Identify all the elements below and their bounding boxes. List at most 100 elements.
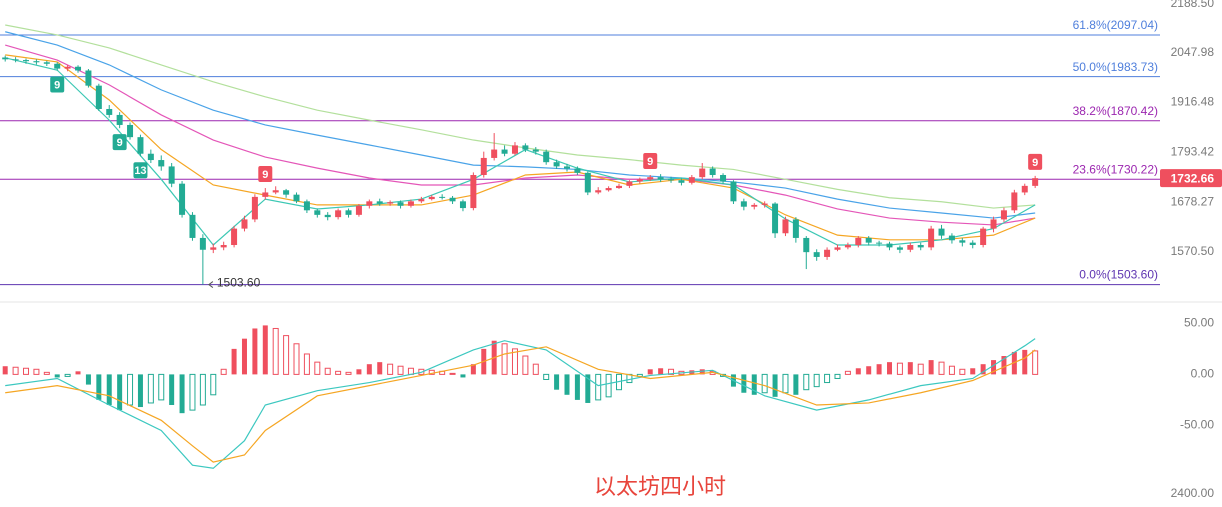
- candle-body: [730, 181, 737, 202]
- macd-histogram-bar: [272, 327, 279, 375]
- candle-body: [855, 237, 862, 246]
- macd-histogram-bar: [824, 373, 831, 384]
- candle-body: [335, 210, 342, 218]
- macd-histogram-bar: [324, 367, 331, 375]
- candle-body: [376, 201, 383, 204]
- candle-body: [605, 188, 612, 191]
- macd-histogram-bar: [137, 374, 143, 408]
- y-tick-label: 0.00: [1191, 367, 1215, 381]
- candle-body: [137, 137, 144, 154]
- macd-histogram-bar: [470, 364, 476, 375]
- candle-body: [262, 192, 269, 197]
- macd-histogram-bar: [75, 371, 81, 375]
- macd-histogram-bar: [231, 348, 237, 375]
- td-marker: 9: [1028, 153, 1043, 170]
- td-marker-label: 13: [134, 165, 146, 177]
- y-tick-label: 2047.98: [1171, 45, 1215, 59]
- macd-histogram-bar: [699, 369, 705, 375]
- macd-histogram-bar: [803, 373, 810, 391]
- candle-body: [283, 190, 290, 195]
- macd-histogram-bar: [554, 374, 560, 390]
- candle-body: [272, 190, 279, 193]
- macd-histogram-bar: [387, 363, 394, 375]
- macd-histogram-bar: [210, 373, 217, 396]
- td-marker-label: 9: [647, 156, 653, 168]
- macd-histogram-bar: [834, 373, 841, 379]
- macd-histogram-bar: [1032, 350, 1039, 375]
- fib-label: 0.0%(1503.60): [1079, 268, 1158, 282]
- macd-histogram-bar: [23, 367, 30, 375]
- macd-histogram-bar: [585, 374, 591, 403]
- macd-histogram-bar: [1022, 349, 1028, 375]
- candle-body: [480, 157, 487, 175]
- candle-body: [688, 177, 695, 183]
- macd-histogram-bar: [522, 355, 529, 375]
- macd-histogram-bar: [793, 374, 799, 395]
- y-tick-label: 1793.42: [1171, 144, 1215, 158]
- candle-body: [678, 180, 685, 183]
- td-marker-label: 9: [262, 169, 268, 181]
- candle-body: [844, 245, 851, 248]
- moving-average-line: [5, 24, 1036, 209]
- macd-histogram-bar: [896, 362, 903, 375]
- candle-body: [886, 243, 893, 248]
- candle-body: [199, 237, 206, 250]
- macd-histogram-bar: [761, 373, 768, 394]
- y-tick-label: 1916.48: [1171, 95, 1215, 109]
- macd-histogram-bar: [335, 370, 342, 375]
- macd-histogram-bar: [85, 374, 91, 385]
- candle-body: [85, 70, 92, 86]
- candle-body: [917, 245, 924, 248]
- td-marker-box: [50, 76, 65, 93]
- macd-histogram-bar: [782, 373, 789, 394]
- macd-histogram-bar: [959, 368, 966, 375]
- candle-body: [824, 249, 831, 257]
- candle-body: [127, 124, 134, 138]
- candle-body: [543, 151, 550, 163]
- candle-body: [803, 237, 810, 253]
- macd-histogram-bar: [377, 362, 383, 375]
- candle-body: [75, 66, 82, 71]
- candle-body: [626, 181, 633, 186]
- macd-histogram-bar: [314, 361, 321, 375]
- macd-histogram-bar: [2, 366, 8, 375]
- candle-body: [584, 172, 591, 193]
- macd-histogram-bar: [106, 374, 112, 405]
- candle-body: [439, 196, 446, 198]
- candle-body: [896, 247, 903, 250]
- fib-label: 50.0%(1983.73): [1073, 60, 1158, 74]
- candle-body: [210, 247, 217, 250]
- macd-histogram-bar: [543, 373, 550, 380]
- candle-body: [293, 194, 300, 202]
- fib-label: 61.8%(2097.04): [1073, 18, 1158, 32]
- macd-histogram-bar: [741, 374, 747, 393]
- macd-histogram-bar: [907, 362, 913, 375]
- macd-histogram-bar: [876, 364, 882, 375]
- macd-histogram-bar: [356, 369, 362, 375]
- macd-histogram-bar: [887, 362, 893, 375]
- candle-body: [1021, 185, 1028, 193]
- td-marker: 9: [50, 76, 65, 93]
- macd-histogram-bar: [303, 353, 310, 375]
- candle-body: [668, 179, 675, 181]
- macd-histogram-bar: [980, 364, 986, 375]
- candle-body: [563, 166, 570, 169]
- td-marker: 13: [133, 162, 148, 179]
- macd-histogram-bar: [54, 374, 60, 378]
- td-marker-box: [133, 162, 148, 179]
- td-marker-box: [112, 134, 127, 151]
- macd-histogram-bar: [147, 373, 154, 404]
- macd-histogram-bar: [12, 366, 19, 375]
- macd-histogram-bar: [511, 348, 518, 375]
- macd-histogram-bar: [991, 360, 997, 375]
- candle-body: [948, 235, 955, 241]
- candle-body: [761, 203, 768, 205]
- td-marker-label: 9: [117, 137, 123, 149]
- macd-histogram-bar: [855, 368, 861, 375]
- candle-body: [501, 149, 508, 154]
- macd-histogram-bar: [262, 325, 268, 375]
- candle-body: [189, 214, 196, 238]
- candle-body: [231, 228, 238, 246]
- macd-histogram-bar: [64, 373, 71, 377]
